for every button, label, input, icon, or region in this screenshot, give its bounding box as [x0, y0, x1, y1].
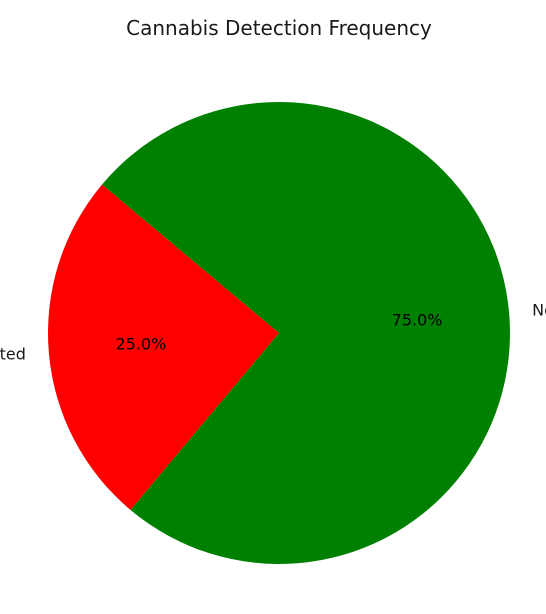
pie-slice-no-cannabis — [102, 102, 510, 564]
pie-category-label-no-cannabis: No Cannabis — [532, 300, 546, 319]
pie-value-label-cannabis-detected: 25.0% — [116, 335, 167, 354]
pie-slices — [47, 102, 510, 564]
pie-labels: 25.0% Cannabis Detected 75.0% No Cannabis — [0, 300, 546, 363]
pie-slice-cannabis-detected — [47, 184, 279, 510]
chart-title: Cannabis Detection Frequency — [126, 16, 432, 40]
pie-value-label-no-cannabis: 75.0% — [392, 310, 443, 329]
pie-category-label-cannabis-detected: Cannabis Detected — [0, 345, 26, 364]
